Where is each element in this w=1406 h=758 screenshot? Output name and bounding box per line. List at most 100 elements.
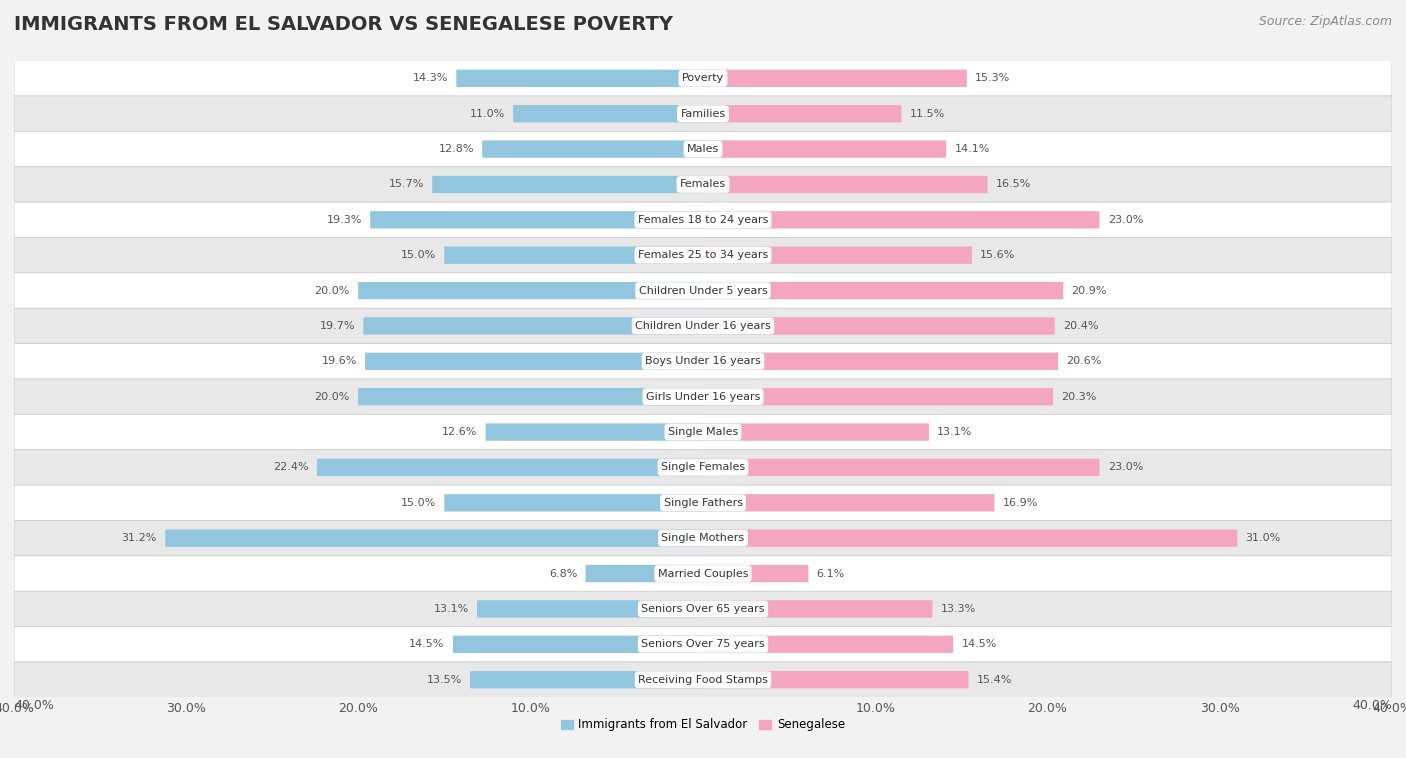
Text: 13.1%: 13.1% xyxy=(938,427,973,437)
Text: Children Under 5 years: Children Under 5 years xyxy=(638,286,768,296)
FancyBboxPatch shape xyxy=(14,379,1392,415)
FancyBboxPatch shape xyxy=(366,352,703,370)
Text: 15.3%: 15.3% xyxy=(976,74,1011,83)
Text: 31.2%: 31.2% xyxy=(122,533,157,543)
Text: Receiving Food Stamps: Receiving Food Stamps xyxy=(638,675,768,684)
FancyBboxPatch shape xyxy=(166,530,703,547)
Text: Single Fathers: Single Fathers xyxy=(664,498,742,508)
Text: Married Couples: Married Couples xyxy=(658,568,748,578)
FancyBboxPatch shape xyxy=(14,521,1392,556)
Text: Source: ZipAtlas.com: Source: ZipAtlas.com xyxy=(1258,15,1392,28)
FancyBboxPatch shape xyxy=(316,459,703,476)
Text: 13.5%: 13.5% xyxy=(426,675,461,684)
FancyBboxPatch shape xyxy=(444,246,703,264)
FancyBboxPatch shape xyxy=(703,671,969,688)
Text: Single Females: Single Females xyxy=(661,462,745,472)
Text: 20.0%: 20.0% xyxy=(315,286,350,296)
Text: 31.0%: 31.0% xyxy=(1246,533,1281,543)
Text: 14.5%: 14.5% xyxy=(409,639,444,650)
FancyBboxPatch shape xyxy=(14,167,1392,202)
FancyBboxPatch shape xyxy=(457,70,703,87)
Text: 6.8%: 6.8% xyxy=(548,568,578,578)
FancyBboxPatch shape xyxy=(470,671,703,688)
Text: 20.9%: 20.9% xyxy=(1071,286,1107,296)
FancyBboxPatch shape xyxy=(703,318,1054,334)
Text: Children Under 16 years: Children Under 16 years xyxy=(636,321,770,331)
Text: 40.0%: 40.0% xyxy=(1353,699,1392,712)
FancyBboxPatch shape xyxy=(14,273,1392,309)
FancyBboxPatch shape xyxy=(477,600,703,618)
Text: 20.4%: 20.4% xyxy=(1063,321,1098,331)
Text: Seniors Over 75 years: Seniors Over 75 years xyxy=(641,639,765,650)
Text: 19.7%: 19.7% xyxy=(319,321,356,331)
Text: 12.8%: 12.8% xyxy=(439,144,474,154)
FancyBboxPatch shape xyxy=(14,309,1392,343)
FancyBboxPatch shape xyxy=(14,662,1392,697)
FancyBboxPatch shape xyxy=(703,176,987,193)
FancyBboxPatch shape xyxy=(703,388,1053,406)
Text: Seniors Over 65 years: Seniors Over 65 years xyxy=(641,604,765,614)
FancyBboxPatch shape xyxy=(14,237,1392,273)
FancyBboxPatch shape xyxy=(363,318,703,334)
Text: 11.5%: 11.5% xyxy=(910,108,945,119)
FancyBboxPatch shape xyxy=(703,352,1059,370)
Text: 15.4%: 15.4% xyxy=(977,675,1012,684)
Text: 13.1%: 13.1% xyxy=(433,604,468,614)
FancyBboxPatch shape xyxy=(703,459,1099,476)
Text: 6.1%: 6.1% xyxy=(817,568,845,578)
FancyBboxPatch shape xyxy=(14,202,1392,237)
Text: Girls Under 16 years: Girls Under 16 years xyxy=(645,392,761,402)
Text: IMMIGRANTS FROM EL SALVADOR VS SENEGALESE POVERTY: IMMIGRANTS FROM EL SALVADOR VS SENEGALES… xyxy=(14,15,673,34)
Text: 20.6%: 20.6% xyxy=(1066,356,1102,366)
Text: 11.0%: 11.0% xyxy=(470,108,505,119)
FancyBboxPatch shape xyxy=(14,131,1392,167)
FancyBboxPatch shape xyxy=(14,591,1392,627)
FancyBboxPatch shape xyxy=(482,140,703,158)
FancyBboxPatch shape xyxy=(703,636,953,653)
Text: 15.6%: 15.6% xyxy=(980,250,1015,260)
FancyBboxPatch shape xyxy=(703,600,932,618)
Text: 14.1%: 14.1% xyxy=(955,144,990,154)
Text: 19.3%: 19.3% xyxy=(326,215,361,225)
FancyBboxPatch shape xyxy=(14,627,1392,662)
Text: 19.6%: 19.6% xyxy=(322,356,357,366)
FancyBboxPatch shape xyxy=(703,211,1099,228)
FancyBboxPatch shape xyxy=(14,415,1392,449)
FancyBboxPatch shape xyxy=(703,565,808,582)
FancyBboxPatch shape xyxy=(14,556,1392,591)
Text: 23.0%: 23.0% xyxy=(1108,462,1143,472)
FancyBboxPatch shape xyxy=(703,424,929,440)
FancyBboxPatch shape xyxy=(14,485,1392,521)
FancyBboxPatch shape xyxy=(513,105,703,122)
Text: Boys Under 16 years: Boys Under 16 years xyxy=(645,356,761,366)
FancyBboxPatch shape xyxy=(703,246,972,264)
FancyBboxPatch shape xyxy=(585,565,703,582)
Text: Single Mothers: Single Mothers xyxy=(661,533,745,543)
Text: Single Males: Single Males xyxy=(668,427,738,437)
FancyBboxPatch shape xyxy=(370,211,703,228)
FancyBboxPatch shape xyxy=(432,176,703,193)
Legend: Immigrants from El Salvador, Senegalese: Immigrants from El Salvador, Senegalese xyxy=(555,713,851,736)
Text: 15.0%: 15.0% xyxy=(401,498,436,508)
FancyBboxPatch shape xyxy=(359,282,703,299)
FancyBboxPatch shape xyxy=(703,530,1237,547)
Text: 12.6%: 12.6% xyxy=(441,427,478,437)
Text: 14.3%: 14.3% xyxy=(413,74,449,83)
Text: Poverty: Poverty xyxy=(682,74,724,83)
FancyBboxPatch shape xyxy=(14,96,1392,131)
Text: 20.0%: 20.0% xyxy=(315,392,350,402)
FancyBboxPatch shape xyxy=(703,70,967,87)
FancyBboxPatch shape xyxy=(453,636,703,653)
Text: Families: Families xyxy=(681,108,725,119)
FancyBboxPatch shape xyxy=(703,105,901,122)
FancyBboxPatch shape xyxy=(359,388,703,406)
Text: 23.0%: 23.0% xyxy=(1108,215,1143,225)
Text: 20.3%: 20.3% xyxy=(1062,392,1097,402)
Text: Females: Females xyxy=(681,180,725,190)
FancyBboxPatch shape xyxy=(444,494,703,512)
Text: 22.4%: 22.4% xyxy=(273,462,308,472)
FancyBboxPatch shape xyxy=(14,343,1392,379)
Text: 14.5%: 14.5% xyxy=(962,639,997,650)
Text: Females 18 to 24 years: Females 18 to 24 years xyxy=(638,215,768,225)
Text: 13.3%: 13.3% xyxy=(941,604,976,614)
